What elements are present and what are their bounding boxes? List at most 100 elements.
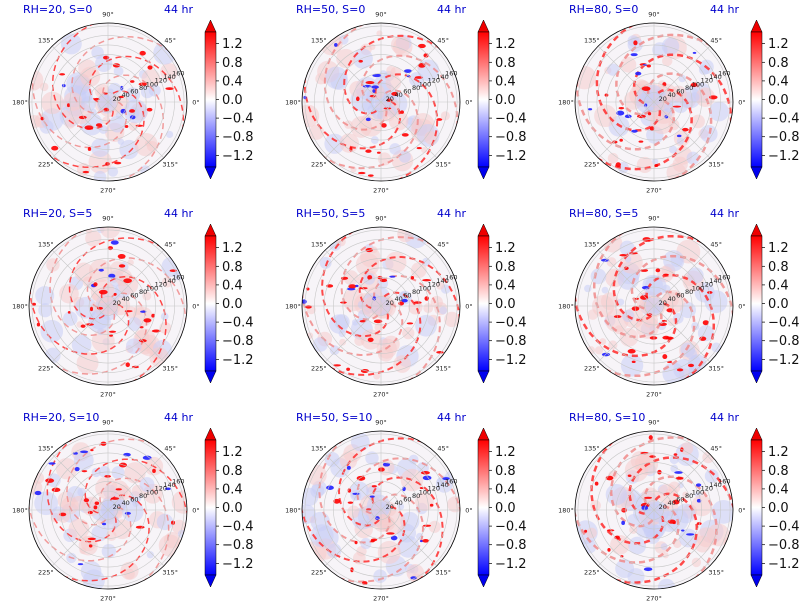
colorbar: 1.2 0.8 0.4 0.0 −0.4 −0.8 −1.2 xyxy=(750,223,799,384)
colorbar-extend-min xyxy=(477,166,490,180)
radial-tick-label: 160 xyxy=(718,477,730,485)
radial-tick-label: 100 xyxy=(146,488,158,496)
field-texture xyxy=(29,432,187,589)
radial-tick-label: 100 xyxy=(419,284,431,292)
angle-tick-label: 0° xyxy=(192,507,199,515)
radial-tick-label: 60 xyxy=(130,88,138,96)
angle-tick-label: 0° xyxy=(738,507,745,515)
radial-tick-label: 80 xyxy=(139,288,147,296)
angle-tick-label: 90° xyxy=(102,215,114,223)
colorbar-tick-label: −0.8 xyxy=(768,538,799,553)
angle-tick-label: 180° xyxy=(558,303,574,311)
radial-tick-label: 160 xyxy=(445,69,457,77)
angle-tick-label: 225° xyxy=(311,161,327,169)
angle-tick-label: 90° xyxy=(375,11,387,19)
panel-time: 44 hr xyxy=(710,207,739,220)
angle-tick-label: 225° xyxy=(584,161,600,169)
radial-tick-label: 60 xyxy=(403,88,411,96)
angle-tick-label: 180° xyxy=(12,99,28,107)
colorbar-extend-max xyxy=(204,427,217,441)
colorbar-extend-max xyxy=(750,19,763,33)
colorbar-tick-label: 0.4 xyxy=(768,74,789,89)
colorbar-extend-max xyxy=(750,427,763,441)
angle-tick-label: 45° xyxy=(164,36,176,44)
radial-tick-label: 40 xyxy=(394,499,402,507)
radial-tick-label: 40 xyxy=(667,295,675,303)
angle-tick-label: 135° xyxy=(311,240,327,248)
colorbar-tick-label: 0.4 xyxy=(222,74,243,89)
angle-tick-label: 0° xyxy=(738,99,745,107)
panel-title: RH=20, S=0 xyxy=(23,3,92,16)
colorbar-tick-label: 0.0 xyxy=(768,297,789,312)
colorbar-gradient xyxy=(204,439,217,576)
colorbar-tick-label: 0.4 xyxy=(768,278,789,293)
angle-tick-label: 270° xyxy=(100,595,116,603)
radial-tick-label: 140 xyxy=(709,277,721,285)
radial-tick-label: 60 xyxy=(403,292,411,300)
polar-panel: 0°45°90°135°180°225°270°315°20 40 60 801001… xyxy=(285,411,473,603)
radial-tick-label: 140 xyxy=(436,73,448,81)
radial-tick-label: 140 xyxy=(163,73,175,81)
colorbar-tick-label: 1.2 xyxy=(768,445,789,460)
panel-title: RH=20, S=5 xyxy=(23,207,92,220)
angle-tick-label: 90° xyxy=(102,419,114,427)
colorbar-tick-label: 0.8 xyxy=(495,260,516,275)
radial-tick-label: 80 xyxy=(412,492,420,500)
radial-tick-label: 160 xyxy=(172,273,184,281)
radial-tick-label: 40 xyxy=(121,91,129,99)
colorbar-tick-label: −0.4 xyxy=(768,316,799,331)
angle-tick-label: 135° xyxy=(584,444,600,452)
radial-tick-label: 60 xyxy=(403,496,411,504)
colorbar-tick-label: −0.8 xyxy=(768,130,799,145)
colorbar-gradient xyxy=(750,31,763,168)
colorbar: 1.2 0.8 0.4 0.0 −0.4 −0.8 −1.2 xyxy=(750,427,799,588)
radial-tick-label: 20 xyxy=(113,503,121,511)
radial-tick-label: 60 xyxy=(676,88,684,96)
colorbar: 1.2 0.8 0.4 0.0 −0.4 −0.8 −1.2 xyxy=(477,19,527,180)
colorbar-tick-label: −0.4 xyxy=(495,316,527,331)
angle-tick-label: 225° xyxy=(311,365,327,373)
radial-tick-label: 160 xyxy=(718,273,730,281)
colorbar: 1.2 0.8 0.4 0.0 −0.4 −0.8 −1.2 xyxy=(204,19,254,180)
polar-panel: 0°45°90°135°180°225°270°315°20 40 60 801001… xyxy=(558,207,746,399)
colorbar-tick-label: 0.4 xyxy=(495,278,516,293)
radial-tick-label: 60 xyxy=(130,496,138,504)
angle-tick-label: 135° xyxy=(38,240,54,248)
angle-tick-label: 90° xyxy=(375,215,387,223)
angle-tick-label: 315° xyxy=(435,569,451,577)
polar-panel: 0°45°90°135°180°225°270°315°20 40 60 801001… xyxy=(12,411,200,603)
radial-tick-label: 100 xyxy=(419,488,431,496)
panel-title: RH=20, S=10 xyxy=(23,411,99,424)
colorbar-tick-label: −0.4 xyxy=(768,112,799,127)
colorbar-tick-label: 1.2 xyxy=(768,241,789,256)
colorbar-tick-label: 0.0 xyxy=(495,297,516,312)
angle-tick-label: 135° xyxy=(584,36,600,44)
colorbar-tick-label: 1.2 xyxy=(222,37,243,52)
radial-tick-label: 120 xyxy=(701,77,713,85)
panel-time: 44 hr xyxy=(164,207,193,220)
colorbar-extend-min xyxy=(204,166,217,180)
radial-tick-label: 140 xyxy=(436,277,448,285)
angle-tick-label: 315° xyxy=(708,161,724,169)
radial-tick-label: 40 xyxy=(121,295,129,303)
field-texture xyxy=(575,227,733,385)
polar-panel: 0°45°90°135°180°225°270°315°20 40 60 801001… xyxy=(558,411,746,603)
colorbar-tick-label: 0.4 xyxy=(768,482,789,497)
angle-tick-label: 315° xyxy=(708,569,724,577)
panel-title: RH=50, S=5 xyxy=(296,207,365,220)
colorbar-gradient xyxy=(750,235,763,372)
radial-tick-label: 60 xyxy=(676,292,684,300)
colorbar-tick-label: 0.0 xyxy=(222,93,243,108)
radial-tick-label: 20 xyxy=(659,503,667,511)
colorbar-tick-label: 1.2 xyxy=(222,445,243,460)
colorbar-tick-label: 0.0 xyxy=(768,501,789,516)
colorbar-tick-label: 0.8 xyxy=(222,56,243,71)
radial-tick-label: 40 xyxy=(667,91,675,99)
angle-tick-label: 225° xyxy=(38,161,54,169)
colorbar-tick-label: 0.8 xyxy=(768,464,789,479)
colorbar-tick-label: 1.2 xyxy=(768,37,789,52)
panel-title: RH=80, S=0 xyxy=(569,3,638,16)
angle-tick-label: 315° xyxy=(435,365,451,373)
radial-tick-label: 20 xyxy=(386,503,394,511)
